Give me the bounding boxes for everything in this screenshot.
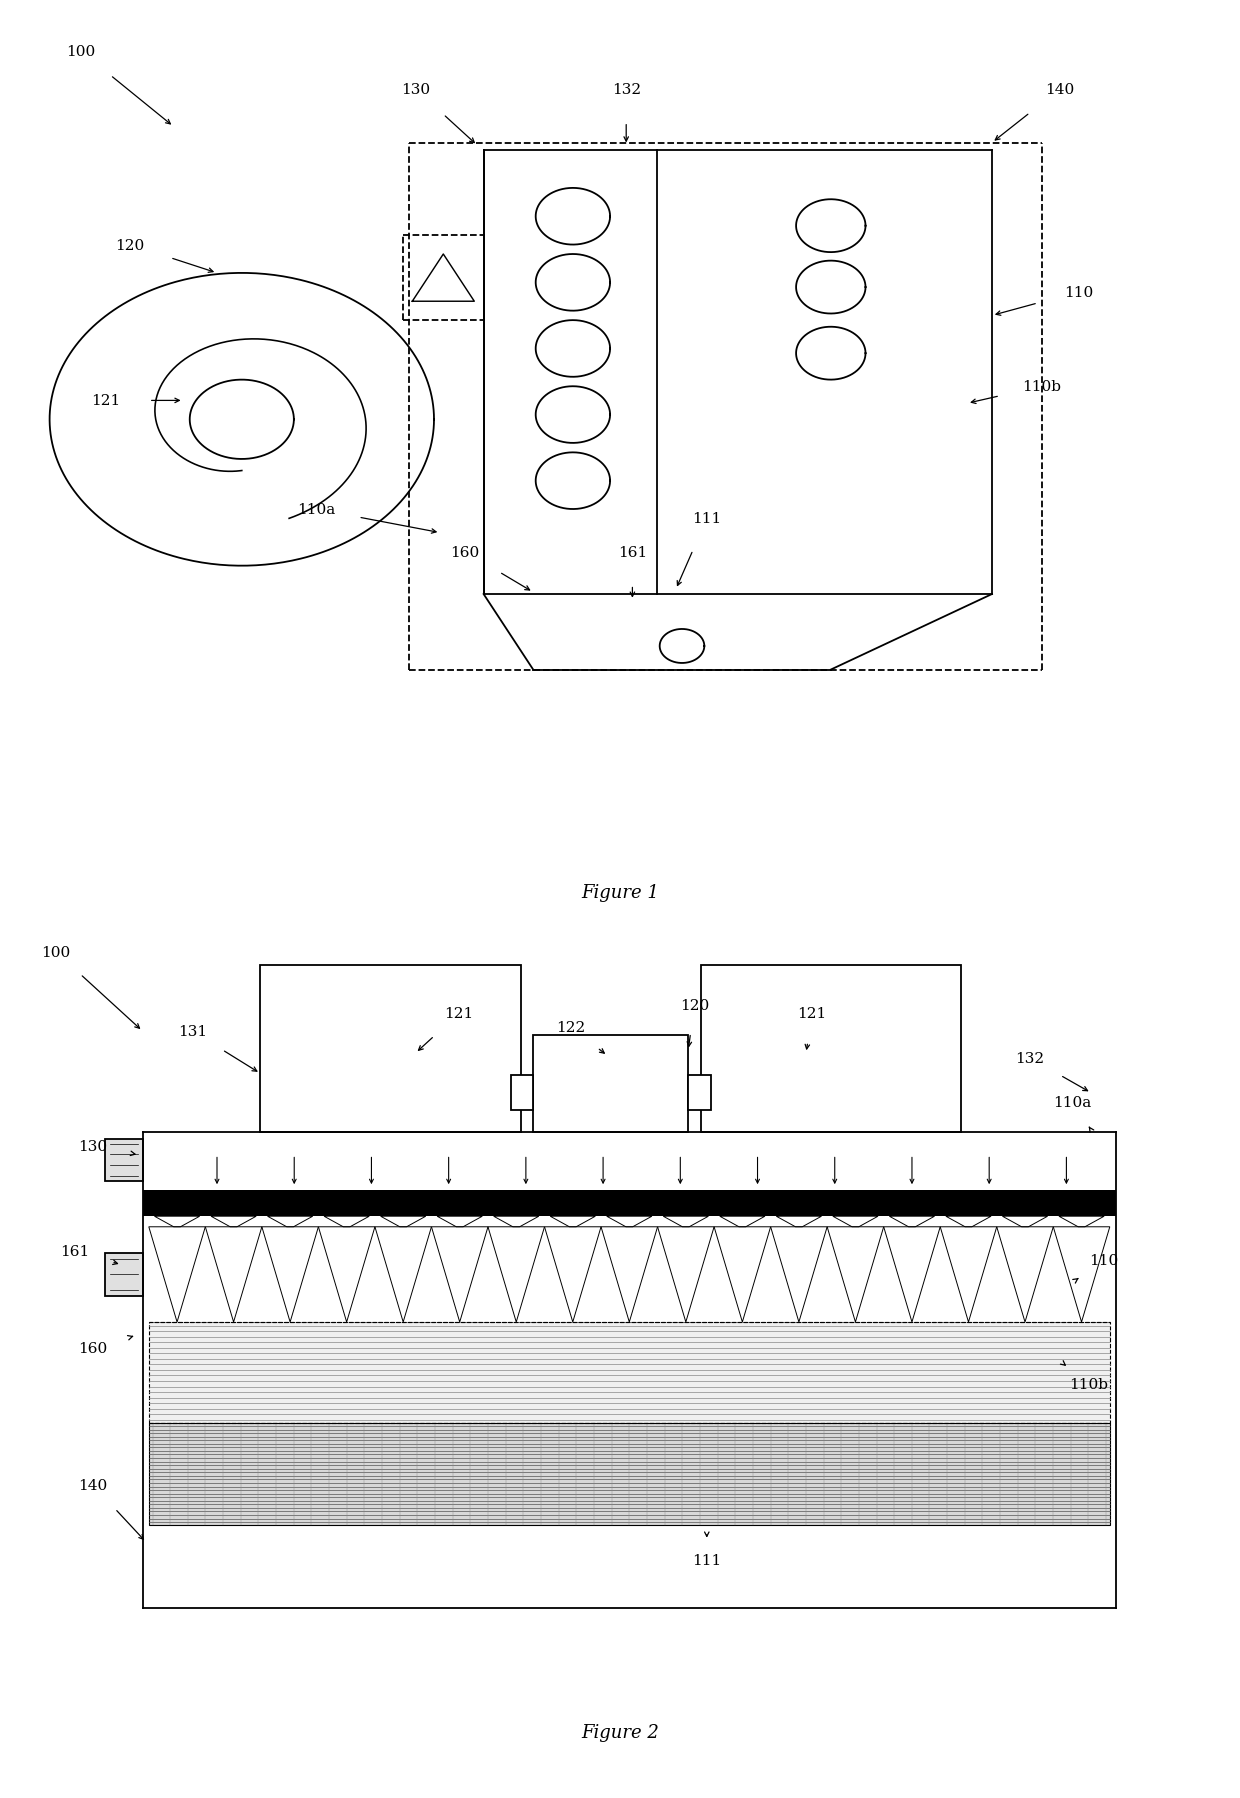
Text: 161: 161 bbox=[60, 1244, 89, 1259]
Text: 160: 160 bbox=[450, 545, 480, 559]
Text: 160: 160 bbox=[78, 1341, 108, 1356]
Text: 131: 131 bbox=[177, 1025, 207, 1039]
Text: 100: 100 bbox=[66, 45, 95, 59]
Polygon shape bbox=[324, 1217, 370, 1226]
Text: 121: 121 bbox=[444, 1007, 474, 1021]
Polygon shape bbox=[606, 1217, 652, 1226]
Bar bbox=[143, 1190, 1116, 1217]
Text: 110a: 110a bbox=[298, 503, 335, 516]
Bar bbox=[533, 1036, 688, 1133]
Text: 110: 110 bbox=[1089, 1253, 1118, 1268]
Bar bbox=[701, 966, 961, 1133]
Text: 140: 140 bbox=[78, 1478, 108, 1492]
Polygon shape bbox=[551, 1217, 595, 1226]
Polygon shape bbox=[776, 1217, 821, 1226]
Polygon shape bbox=[211, 1217, 257, 1226]
Bar bbox=[688, 1075, 711, 1111]
Text: 120: 120 bbox=[115, 239, 145, 252]
Polygon shape bbox=[946, 1217, 991, 1226]
Polygon shape bbox=[719, 1217, 765, 1226]
Text: 121: 121 bbox=[91, 394, 120, 408]
Text: 121: 121 bbox=[797, 1007, 827, 1021]
Polygon shape bbox=[155, 1217, 200, 1226]
Polygon shape bbox=[268, 1217, 312, 1226]
Text: 110a: 110a bbox=[1054, 1095, 1091, 1109]
Bar bbox=[105, 1138, 143, 1181]
Text: Figure 2: Figure 2 bbox=[582, 1722, 658, 1740]
Text: 120: 120 bbox=[680, 998, 709, 1012]
Text: 111: 111 bbox=[692, 1553, 722, 1568]
Bar bbox=[511, 1075, 533, 1111]
Text: 130: 130 bbox=[401, 83, 430, 97]
Text: 132: 132 bbox=[1014, 1052, 1044, 1064]
Bar bbox=[105, 1253, 143, 1296]
Text: 130: 130 bbox=[78, 1140, 108, 1153]
Polygon shape bbox=[833, 1217, 878, 1226]
Polygon shape bbox=[438, 1217, 482, 1226]
Text: 132: 132 bbox=[611, 83, 641, 97]
Polygon shape bbox=[663, 1217, 708, 1226]
Bar bbox=[260, 966, 521, 1133]
Text: 110: 110 bbox=[1064, 286, 1094, 300]
Polygon shape bbox=[494, 1217, 539, 1226]
Text: 110b: 110b bbox=[1022, 379, 1061, 394]
Text: 111: 111 bbox=[692, 512, 722, 527]
Text: 110b: 110b bbox=[1069, 1377, 1109, 1392]
Text: Figure 1: Figure 1 bbox=[582, 883, 658, 901]
Text: 140: 140 bbox=[1045, 83, 1075, 97]
Bar bbox=[149, 1322, 1110, 1424]
Bar bbox=[149, 1424, 1110, 1525]
Polygon shape bbox=[1002, 1217, 1048, 1226]
Text: 161: 161 bbox=[618, 545, 647, 559]
Polygon shape bbox=[1059, 1217, 1104, 1226]
Polygon shape bbox=[889, 1217, 935, 1226]
Text: 122: 122 bbox=[556, 1019, 585, 1034]
Text: 100: 100 bbox=[41, 946, 71, 958]
Polygon shape bbox=[381, 1217, 425, 1226]
